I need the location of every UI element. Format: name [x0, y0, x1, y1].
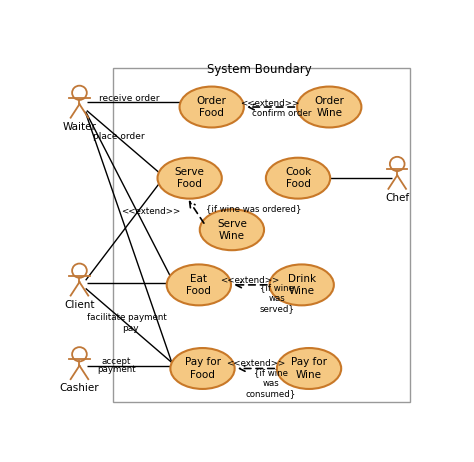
Ellipse shape	[266, 158, 330, 199]
Text: Serve
Wine: Serve Wine	[217, 219, 247, 241]
Text: {if wine
was
consumed}: {if wine was consumed}	[246, 369, 296, 398]
Ellipse shape	[270, 264, 334, 305]
Text: Chef: Chef	[385, 193, 409, 203]
Text: Order
Food: Order Food	[197, 96, 227, 118]
Text: confirm order: confirm order	[253, 109, 312, 118]
Text: Serve
Food: Serve Food	[175, 167, 205, 189]
Text: <<extend>>: <<extend>>	[226, 359, 285, 368]
Text: Order
Wine: Order Wine	[314, 96, 344, 118]
Text: System Boundary: System Boundary	[207, 63, 312, 76]
Text: accept: accept	[101, 357, 131, 366]
Text: <<extend>>: <<extend>>	[121, 207, 181, 216]
Ellipse shape	[170, 348, 235, 389]
Ellipse shape	[167, 264, 231, 305]
Text: Client: Client	[64, 300, 95, 310]
Ellipse shape	[277, 348, 341, 389]
Text: Cook
Food: Cook Food	[285, 167, 311, 189]
Text: Eat
Food: Eat Food	[186, 274, 211, 296]
Text: Waiter: Waiter	[63, 122, 96, 132]
Text: Pay for
Food: Pay for Food	[184, 357, 220, 380]
Ellipse shape	[180, 86, 244, 128]
Text: receive order: receive order	[99, 94, 159, 103]
Text: Pay for
Wine: Pay for Wine	[291, 357, 327, 380]
Ellipse shape	[297, 86, 361, 128]
Text: <<extend>>: <<extend>>	[240, 98, 300, 108]
Text: facilitate payment: facilitate payment	[87, 314, 167, 322]
Text: Cashier: Cashier	[60, 383, 99, 394]
Text: {if wine was ordered}: {if wine was ordered}	[206, 204, 301, 213]
Text: place order: place order	[93, 132, 145, 141]
Text: <<extend>>: <<extend>>	[220, 276, 279, 285]
Text: Drink
Wine: Drink Wine	[288, 274, 316, 296]
Text: payment: payment	[97, 365, 136, 374]
Text: pay: pay	[123, 324, 139, 333]
Ellipse shape	[200, 209, 264, 250]
Bar	[112, 68, 410, 402]
Ellipse shape	[157, 158, 222, 199]
Text: {if wine
was
served}: {if wine was served}	[259, 283, 294, 313]
